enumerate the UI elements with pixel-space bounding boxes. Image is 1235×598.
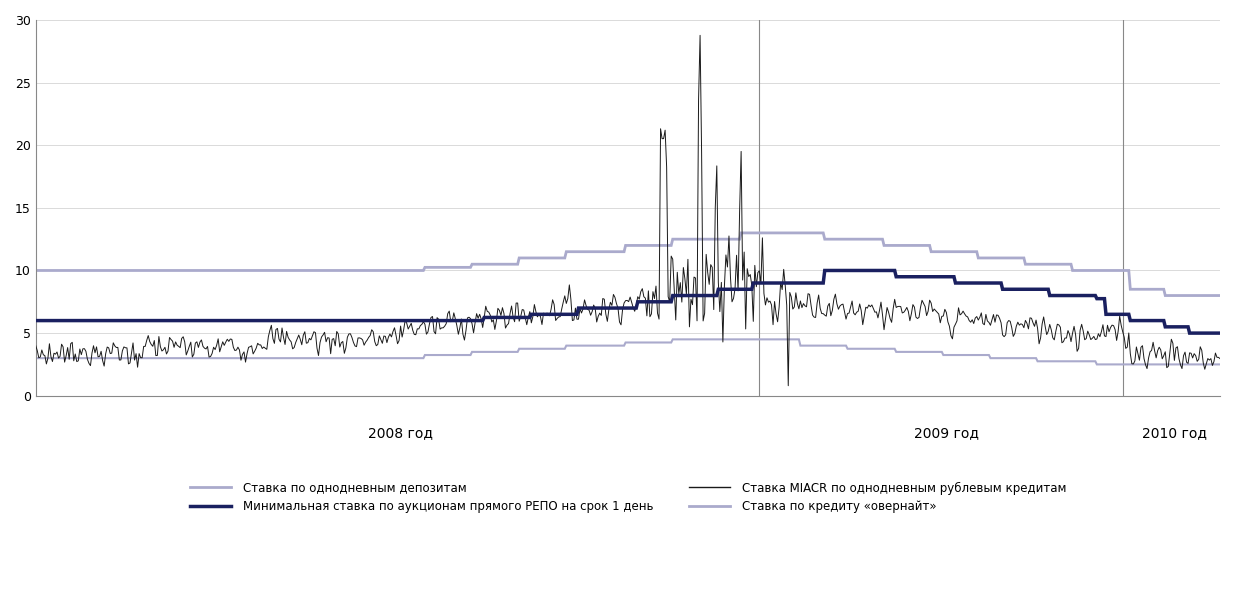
Text: 2009 год: 2009 год xyxy=(914,426,979,440)
Text: 2010 год: 2010 год xyxy=(1142,426,1207,440)
Text: 2008 год: 2008 год xyxy=(368,426,432,440)
Legend: Ставка по однодневным депозитам, Минимальная ставка по аукционам прямого РЕПО на: Ставка по однодневным депозитам, Минимал… xyxy=(185,477,1071,518)
